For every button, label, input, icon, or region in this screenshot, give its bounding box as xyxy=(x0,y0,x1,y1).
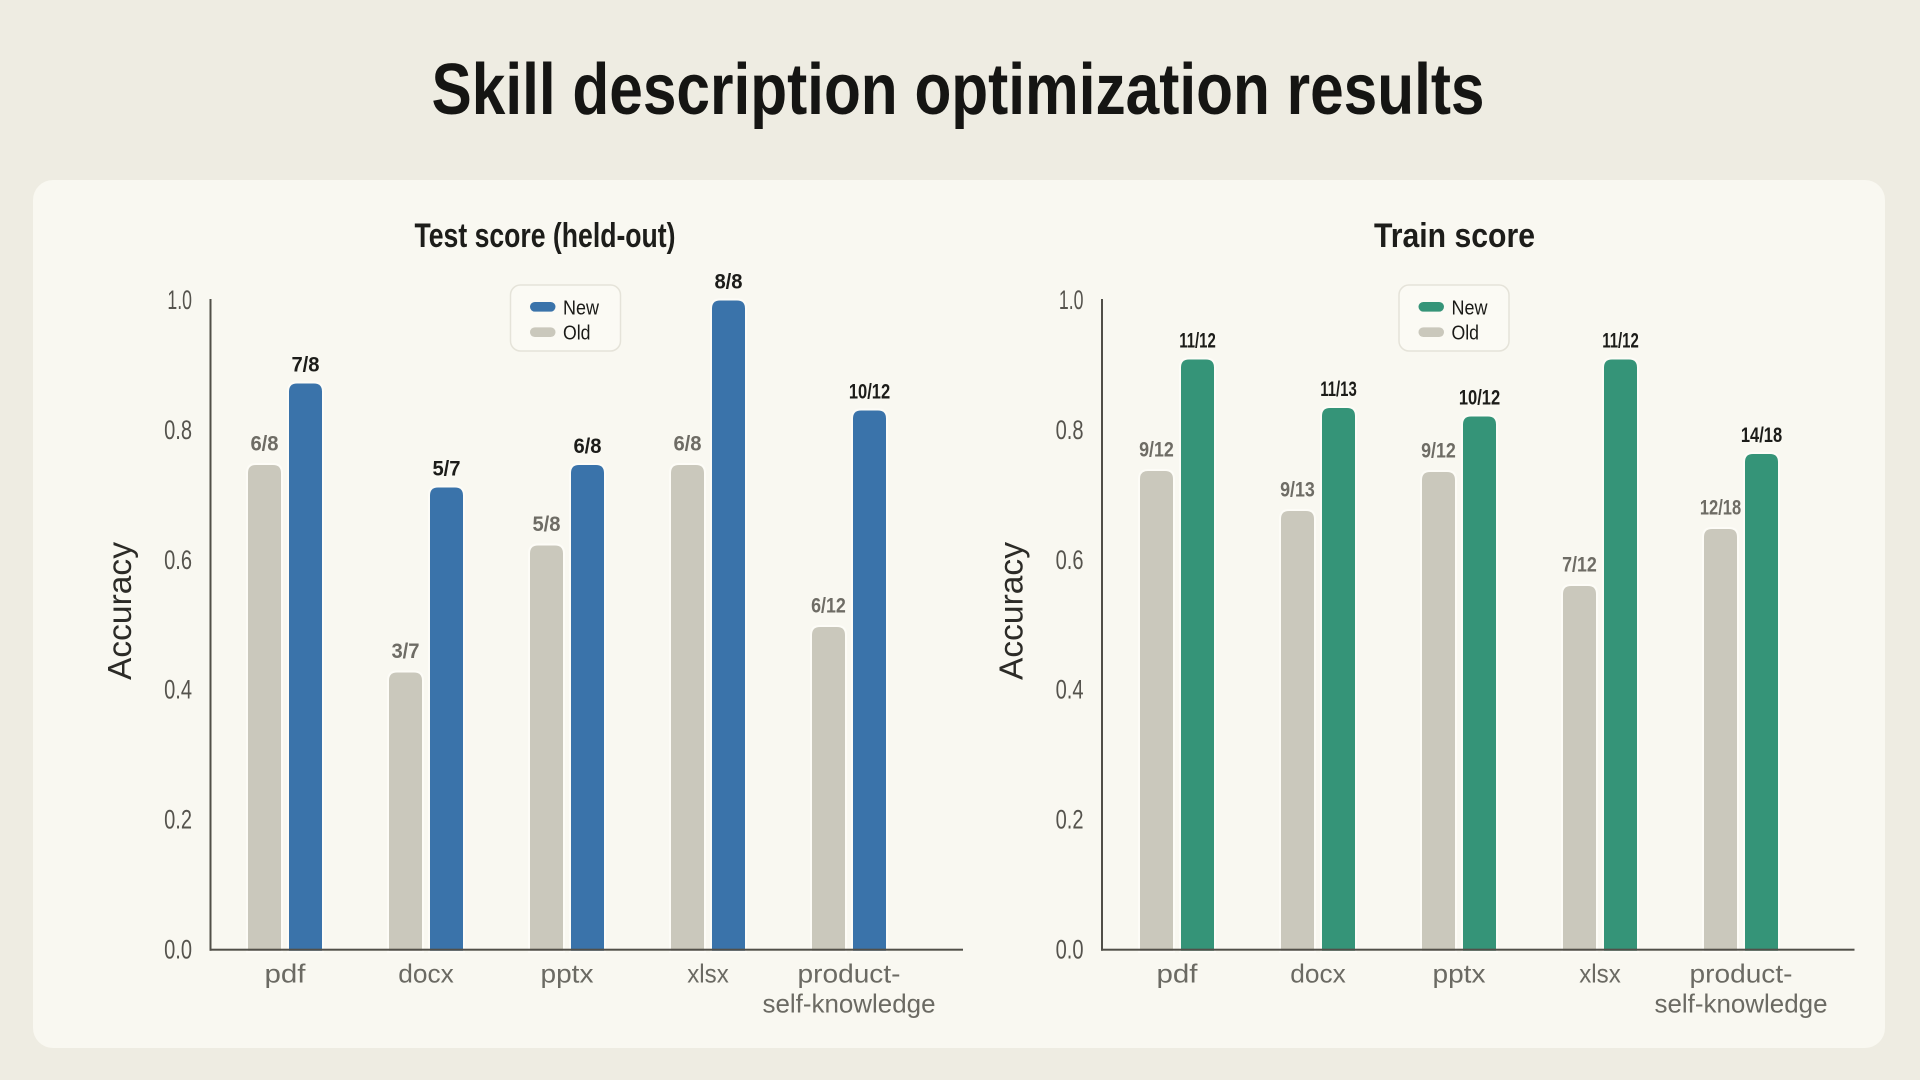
svg-text:11/12: 11/12 xyxy=(1602,330,1639,353)
svg-text:Skill description optimization: Skill description optimization results xyxy=(432,50,1485,130)
svg-text:10/12: 10/12 xyxy=(849,381,890,404)
svg-text:7/8: 7/8 xyxy=(291,354,319,377)
svg-text:0.4: 0.4 xyxy=(1056,675,1084,705)
svg-text:11/13: 11/13 xyxy=(1320,378,1357,401)
svg-text:12/18: 12/18 xyxy=(1700,497,1742,520)
svg-text:6/8: 6/8 xyxy=(250,433,278,456)
svg-text:6/8: 6/8 xyxy=(573,435,601,458)
svg-text:Train score: Train score xyxy=(1374,217,1535,255)
svg-text:Old: Old xyxy=(1452,323,1480,345)
svg-text:0.2: 0.2 xyxy=(1056,805,1084,835)
svg-text:9/12: 9/12 xyxy=(1421,440,1456,463)
svg-text:pptx: pptx xyxy=(1433,959,1486,989)
svg-text:0.4: 0.4 xyxy=(164,675,192,705)
svg-text:7/12: 7/12 xyxy=(1562,554,1597,577)
svg-text:0.8: 0.8 xyxy=(1056,415,1084,445)
svg-text:6/12: 6/12 xyxy=(811,595,846,618)
svg-text:0.0: 0.0 xyxy=(1056,935,1084,965)
svg-text:3/7: 3/7 xyxy=(391,640,419,663)
svg-text:Accuracy: Accuracy xyxy=(101,542,138,680)
svg-text:11/12: 11/12 xyxy=(1179,330,1216,353)
svg-text:1.0: 1.0 xyxy=(167,285,192,315)
svg-text:10/12: 10/12 xyxy=(1459,387,1500,410)
svg-text:xlsx: xlsx xyxy=(687,959,729,989)
svg-text:0.8: 0.8 xyxy=(164,415,192,445)
svg-text:8/8: 8/8 xyxy=(714,271,742,294)
svg-text:docx: docx xyxy=(398,959,454,989)
svg-text:xlsx: xlsx xyxy=(1579,959,1621,989)
svg-text:5/8: 5/8 xyxy=(532,513,560,536)
svg-text:5/7: 5/7 xyxy=(432,458,460,481)
svg-text:0.2: 0.2 xyxy=(164,805,192,835)
svg-text:Old: Old xyxy=(563,323,591,345)
svg-text:14/18: 14/18 xyxy=(1741,424,1783,447)
svg-text:product-: product- xyxy=(798,959,901,989)
svg-text:New: New xyxy=(563,298,599,320)
svg-text:1.0: 1.0 xyxy=(1059,285,1084,315)
svg-text:0.6: 0.6 xyxy=(1056,545,1084,575)
svg-text:self-knowledge: self-knowledge xyxy=(763,989,936,1019)
svg-text:self-knowledge: self-knowledge xyxy=(1655,989,1828,1019)
svg-text:Accuracy: Accuracy xyxy=(993,542,1030,680)
svg-text:pdf: pdf xyxy=(265,959,307,989)
svg-text:product-: product- xyxy=(1690,959,1793,989)
svg-text:docx: docx xyxy=(1290,959,1346,989)
svg-text:Test score (held-out): Test score (held-out) xyxy=(415,217,676,255)
svg-text:New: New xyxy=(1452,298,1488,320)
svg-text:pptx: pptx xyxy=(541,959,594,989)
svg-text:0.0: 0.0 xyxy=(164,935,192,965)
svg-text:9/13: 9/13 xyxy=(1280,479,1315,502)
svg-text:pdf: pdf xyxy=(1157,959,1199,989)
svg-text:0.6: 0.6 xyxy=(164,545,192,575)
svg-text:6/8: 6/8 xyxy=(673,433,701,456)
svg-text:9/12: 9/12 xyxy=(1139,439,1174,462)
